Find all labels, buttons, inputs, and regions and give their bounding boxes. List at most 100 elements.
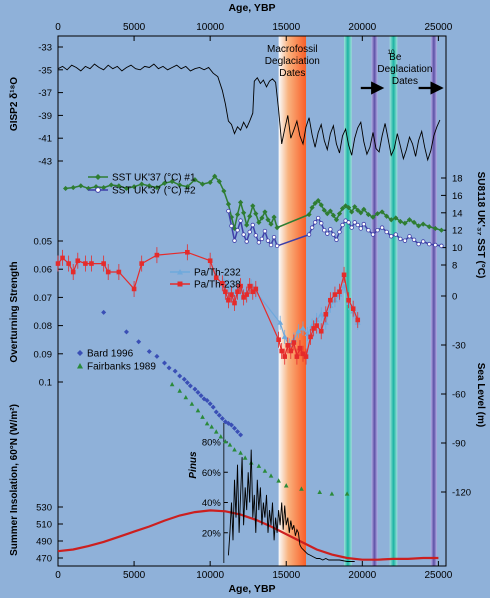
- left-tick-label-0--33: -33: [38, 43, 52, 54]
- sst-1-point: [262, 209, 268, 215]
- pa-th-238-point: [75, 258, 81, 264]
- sst-2-point: [407, 234, 412, 239]
- sst-2-point: [433, 242, 438, 248]
- fairbanks-1989-point: [218, 434, 224, 439]
- pa-th-238-point: [308, 334, 313, 340]
- sst-1-point: [177, 182, 183, 188]
- legend-fairbanks-1989-marker: [77, 363, 83, 369]
- sst-2-point: [315, 215, 321, 221]
- pa-th-238-point: [223, 289, 228, 295]
- left-axis-title-1: Overturning Strength: [9, 261, 20, 362]
- pa-th-232-point: [277, 319, 284, 325]
- pa-th-238-point: [288, 348, 294, 354]
- sst-1-point: [384, 213, 390, 219]
- sst-2-point: [349, 225, 354, 230]
- sst-2-point: [375, 227, 380, 233]
- sst-2-point: [247, 229, 252, 235]
- pa-th-232-point: [318, 311, 325, 317]
- pa-th-238-point: [213, 275, 219, 280]
- left-tick-label-1-0.07: 0.07: [34, 293, 53, 304]
- x-tick-label-bottom-10000: 10000: [196, 570, 224, 581]
- bard-1996-point: [213, 409, 219, 415]
- sst-2-point: [250, 222, 255, 228]
- sst-1-point: [250, 203, 256, 209]
- left-tick-label-2-510: 510: [36, 520, 52, 531]
- legend-sst-1-marker: [95, 174, 101, 180]
- pa-th-238-point: [337, 289, 342, 295]
- legend-bard-1996-label: Bard 1996: [87, 349, 134, 360]
- pa-th-238-point: [297, 345, 303, 351]
- sst-2-point: [352, 220, 357, 225]
- sst-1-point: [256, 219, 262, 225]
- pa-th-238-point: [294, 354, 300, 359]
- left-tick-label-2-470: 470: [36, 554, 52, 565]
- sst-2-point: [398, 236, 403, 242]
- sst-1-point: [184, 184, 190, 190]
- bard-1996-point: [192, 386, 198, 392]
- bard-1996-point: [219, 416, 225, 421]
- sst-1-point: [131, 184, 137, 190]
- bard-1996-point: [210, 404, 216, 410]
- sst-2-point: [312, 220, 318, 225]
- sst-1-point: [247, 213, 253, 219]
- pa-th-238-point: [66, 261, 71, 266]
- sst-2-point: [411, 237, 417, 242]
- sst-1-point: [374, 211, 381, 217]
- sst-2-point: [322, 227, 327, 233]
- sst-2-point: [355, 222, 360, 228]
- be10-superscript: 10: [387, 49, 395, 56]
- sst-2-point: [420, 239, 426, 244]
- sst-1-point: [352, 204, 358, 210]
- left-tick-label-1-0.06: 0.06: [34, 265, 53, 276]
- legends: SST UK'37 (°C) #1 SST UK'37 (°C) #2 Pa/Th-…: [77, 173, 241, 373]
- sst-1-point: [349, 209, 355, 215]
- sst-2-point: [271, 234, 277, 240]
- pa-th-238-point: [55, 261, 61, 266]
- bard-1996-point: [154, 353, 160, 359]
- right-tick-label-0-8: 8: [452, 261, 457, 272]
- pa-th-238-point: [232, 300, 237, 306]
- sst-1-point: [432, 225, 438, 232]
- plot-frame: [57, 35, 447, 567]
- sst-1-point: [312, 200, 318, 206]
- sst-1-point: [268, 221, 274, 227]
- sst-1-point: [161, 180, 168, 186]
- band-teal-3: [389, 36, 398, 566]
- fairbanks-1989-point: [195, 408, 201, 413]
- pa-th-232-point: [341, 283, 348, 289]
- bard-1996-point: [177, 373, 183, 379]
- sst-2-point: [379, 225, 385, 230]
- right-tick-label-1--90: -90: [452, 439, 466, 450]
- x-tick-label-top-0: 0: [55, 22, 61, 33]
- left-tick-label-0--41: -41: [38, 134, 52, 145]
- series-plots: [55, 63, 445, 562]
- pa-th-238-point: [60, 255, 65, 261]
- x-tick-label-top-10000: 10000: [196, 22, 224, 33]
- fairbanks-1989-point: [177, 388, 183, 393]
- pa-th-238-point: [220, 281, 225, 286]
- x-axis-title-bottom: Age, YBP: [228, 583, 275, 595]
- fairbanks-1989-point: [317, 489, 323, 494]
- sst-1-point: [274, 224, 280, 231]
- fairbanks-1989-point: [262, 468, 268, 473]
- sst-1-point: [207, 179, 213, 185]
- sst-1-point: [365, 211, 371, 218]
- pa-th-238-point: [131, 286, 137, 292]
- sst-1-point: [406, 217, 413, 223]
- sst-2-point: [340, 222, 345, 228]
- series-sst-2-line: [227, 210, 442, 247]
- right-tick-label-0-18: 18: [452, 174, 463, 185]
- bard-1996-point: [181, 376, 187, 382]
- sst-1-point: [321, 207, 327, 213]
- sst-1-point: [221, 188, 227, 194]
- be10-label-line2: Deglaciation: [377, 64, 432, 75]
- sst-1-point: [361, 206, 367, 212]
- sst-2-point: [346, 220, 351, 225]
- pa-th-238-point: [279, 348, 284, 354]
- sst-1-point: [253, 211, 259, 217]
- pa-th-238-point: [291, 340, 297, 345]
- right-axis-title-1: Sea Level (m): [475, 363, 486, 427]
- pa-th-238-point: [250, 289, 256, 295]
- pa-th-238-point: [311, 326, 316, 331]
- bard-1996-point: [207, 401, 213, 407]
